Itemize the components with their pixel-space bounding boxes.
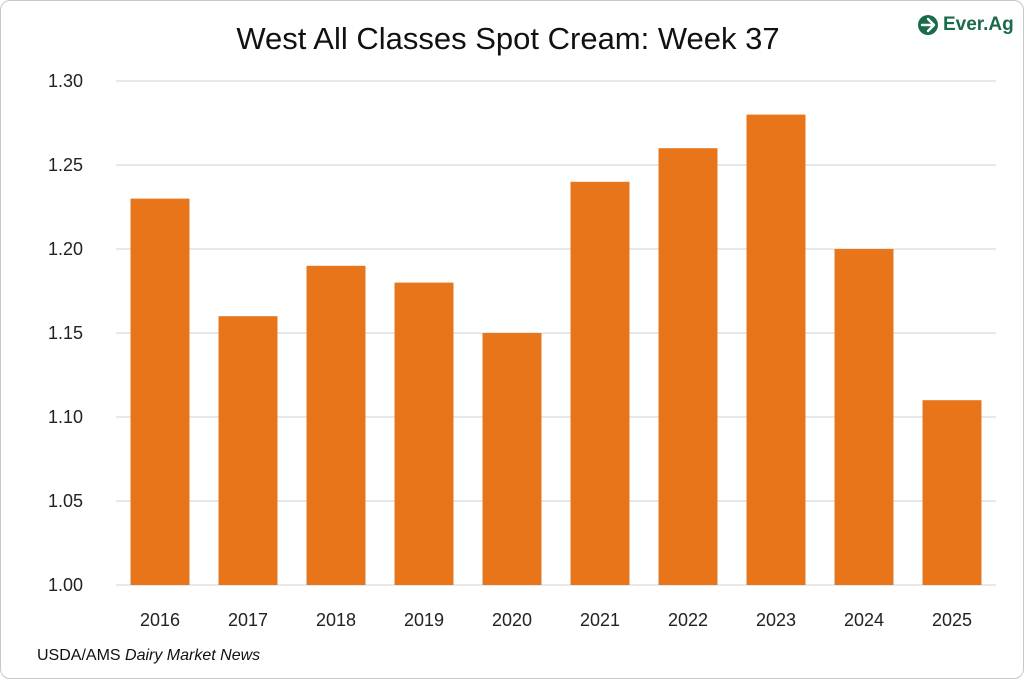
bar	[834, 249, 894, 585]
y-tick-label: 1.15	[48, 323, 83, 343]
y-tick-label: 1.05	[48, 491, 83, 511]
x-tick-label: 2022	[668, 610, 708, 630]
x-tick-label: 2016	[140, 610, 180, 630]
everag-logo-icon	[918, 15, 938, 35]
x-tick-label: 2021	[580, 610, 620, 630]
source-italic: Dairy Market News	[125, 647, 261, 664]
x-tick-label: 2017	[228, 610, 268, 630]
x-tick-label: 2023	[756, 610, 796, 630]
y-tick-label: 1.30	[48, 71, 83, 91]
x-tick-label: 2020	[492, 610, 532, 630]
source-prefix: USDA/AMS	[37, 647, 126, 664]
bar	[746, 114, 806, 585]
y-tick-label: 1.00	[48, 575, 83, 595]
everag-logo-text: Ever.Ag	[943, 14, 1014, 35]
y-tick-label: 1.25	[48, 155, 83, 175]
everag-logo: Ever.Ag	[917, 14, 1014, 36]
bar	[130, 198, 190, 585]
x-tick-label: 2018	[316, 610, 356, 630]
bar	[482, 333, 542, 585]
bar	[306, 265, 366, 585]
x-tick-label: 2019	[404, 610, 444, 630]
bar	[570, 181, 630, 586]
source-note: USDA/AMS Dairy Market News	[37, 647, 260, 665]
bar	[658, 148, 718, 585]
bar	[394, 282, 454, 585]
y-tick-label: 1.20	[48, 239, 83, 259]
bar	[922, 400, 982, 585]
x-tick-label: 2025	[932, 610, 972, 630]
y-tick-label: 1.10	[48, 407, 83, 427]
x-tick-label: 2024	[844, 610, 884, 630]
chart-title: West All Classes Spot Cream: Week 37	[236, 21, 780, 56]
bar	[218, 316, 278, 585]
